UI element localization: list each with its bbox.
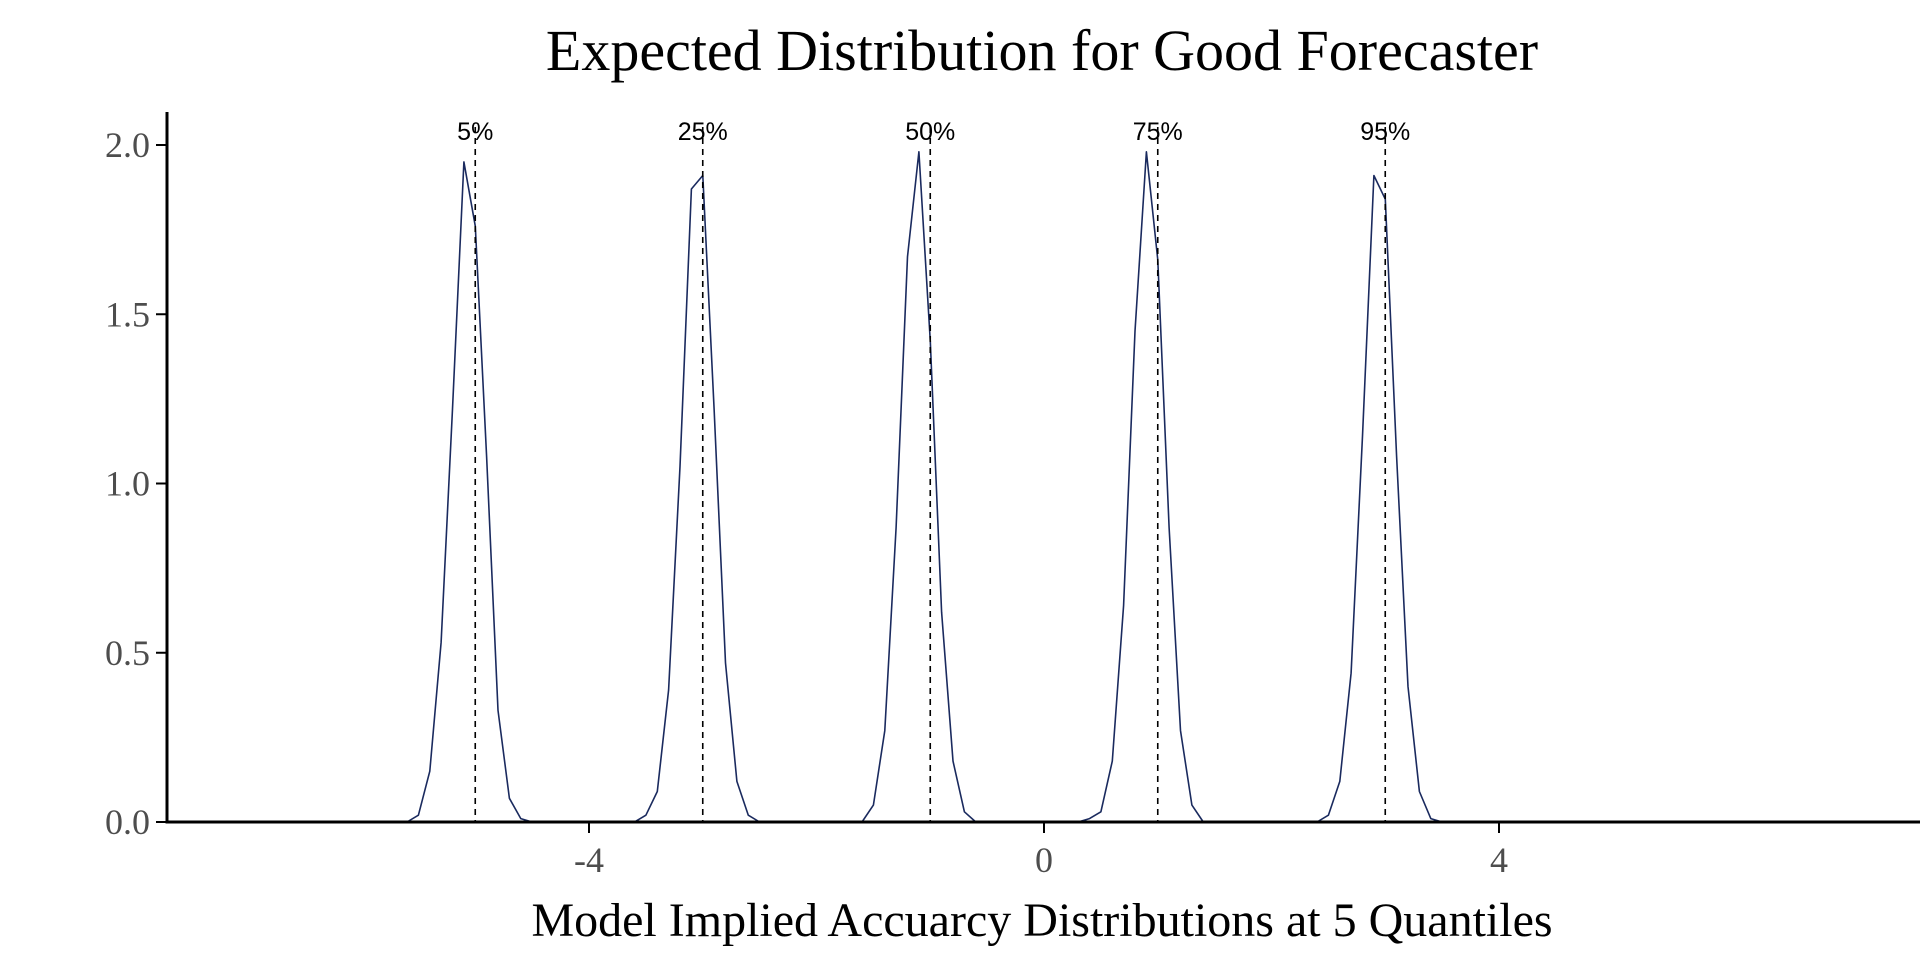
quantile-label-5: 95%: [1360, 118, 1410, 146]
y-tick-label-3: 1.0: [105, 464, 150, 504]
x-axis-title: Model Implied Accuarcy Distributions at …: [531, 894, 1552, 947]
quantile-label-2: 25%: [678, 118, 728, 146]
y-tick-label-2: 0.5: [105, 633, 150, 673]
quantile-label-1: 5%: [457, 118, 493, 146]
x-tick-label-3: 4: [1490, 840, 1508, 880]
quantile-label-4: 75%: [1133, 118, 1183, 146]
plot-area: 5% 25% 50% 75% 95% -4 0 4 0.0 0.5 1.0 1.5 2.0: [105, 112, 1920, 880]
x-tick-label-1: -4: [574, 840, 604, 880]
density-curve-3: [861, 151, 988, 823]
y-tick-label-5: 2.0: [105, 125, 150, 165]
y-tick-label-1: 0.0: [105, 802, 150, 842]
chart-title: Expected Distribution for Good Forecaste…: [546, 18, 1538, 83]
quantile-label-3: 50%: [905, 118, 955, 146]
x-tick-label-2: 0: [1035, 840, 1053, 880]
density-curve-4: [1077, 151, 1226, 823]
y-tick-label-4: 1.5: [105, 294, 150, 334]
